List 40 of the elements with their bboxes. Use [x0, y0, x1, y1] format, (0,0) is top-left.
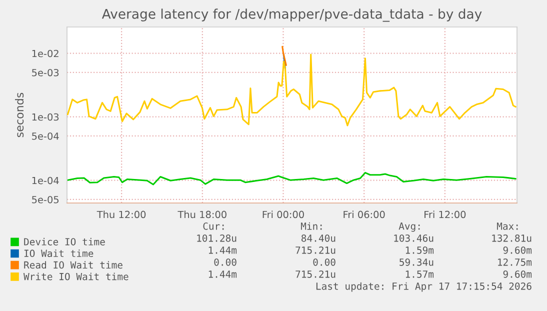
legend-label: IO Wait time: [24, 250, 94, 258]
legend-label: Read IO Wait time: [24, 261, 122, 269]
y-tick-label: 1e-04: [32, 176, 59, 184]
text: 0.00: [214, 258, 236, 266]
x-tick-label: Thu 18:00: [178, 210, 226, 218]
text: 9.60m: [503, 246, 532, 254]
y-axis-title: seconds: [15, 92, 24, 138]
text: 9.60m: [503, 270, 532, 278]
text: Max:: [496, 222, 518, 230]
text: 12.75m: [498, 258, 532, 266]
text: Avg:: [398, 222, 420, 232]
line-series: [67, 172, 516, 186]
line-series: [67, 54, 516, 126]
y-tick-label: 1e-03: [32, 113, 59, 121]
text: 132.81u: [492, 234, 532, 242]
text: 0.00: [313, 258, 336, 266]
text: 59.34u: [400, 258, 434, 266]
y-tick-label: 5e-03: [32, 68, 59, 76]
text: Last update: Fri Apr 17 17:15:54 2026: [316, 282, 532, 292]
text: 1.44m: [208, 246, 237, 254]
x-tick-label: Thu 12:00: [96, 210, 146, 218]
legend-label: Write IO Wait time: [24, 272, 128, 280]
text: Min:: [300, 222, 322, 230]
x-tick-label: Fri 06:00: [344, 210, 385, 218]
y-tick-label: 5e-04: [32, 132, 59, 140]
text: 1.59m: [406, 246, 434, 254]
text: 84.40u: [302, 234, 336, 242]
y-tick-label: 1e-02: [32, 50, 58, 58]
text: 1.57m: [406, 270, 434, 278]
text: 715.21u: [296, 270, 336, 278]
x-tick-label: Fri 12:00: [424, 210, 466, 218]
legend-label: Device IO time: [24, 238, 105, 246]
text: 715.21u: [296, 246, 336, 254]
text: 101.28u: [197, 234, 236, 242]
chart-title: Average latency for /dev/mapper/pve-data_tdata - by day: [102, 8, 482, 22]
text: 103.46u: [394, 234, 434, 242]
y-tick-label: 5e-05: [32, 196, 59, 204]
text: Cur:: [203, 222, 224, 230]
text: 1.44m: [208, 270, 237, 278]
x-tick-label: Fri 00:00: [262, 210, 304, 218]
